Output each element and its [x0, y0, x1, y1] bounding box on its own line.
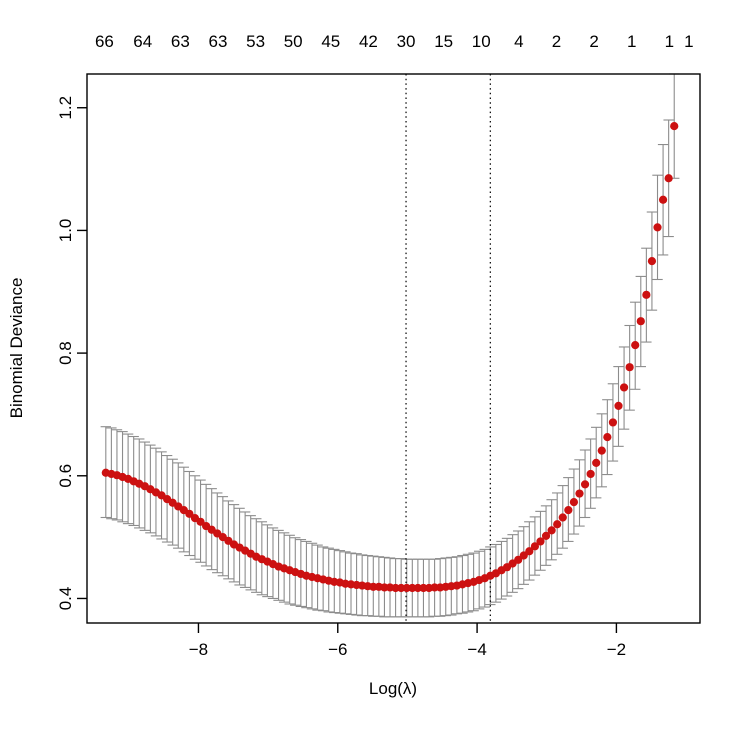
cv-mean-point: [658, 195, 668, 204]
x-axis-title: Log(λ): [369, 679, 417, 698]
x-tick-label: −4: [467, 640, 486, 659]
plot-frame: [86, 73, 701, 624]
y-tick-label: 0.4: [56, 587, 75, 611]
top-axis-label: 42: [359, 32, 378, 51]
cv-mean-point: [664, 174, 673, 183]
cv-mean-point: [597, 446, 606, 455]
cv-mean-point: [514, 555, 523, 564]
cv-mean-point: [536, 537, 545, 546]
cv-mean-point: [569, 498, 579, 507]
x-axis-group: −8 −6 −4 −2: [189, 623, 626, 659]
cv-mean-point: [185, 509, 194, 518]
top-axis-label: 50: [284, 32, 303, 51]
cv-mean-point: [642, 290, 651, 299]
top-axis-label: 10: [472, 32, 491, 51]
top-axis-label: 1: [665, 32, 674, 51]
cv-mean-point: [653, 223, 662, 232]
cv-mean-point: [592, 458, 601, 468]
y-tick-label: 0.8: [56, 341, 75, 365]
top-axis-label: 63: [171, 32, 190, 51]
cv-mean-point: [586, 469, 595, 479]
cv-mean-points-group: [101, 122, 679, 593]
cv-mean-point: [670, 122, 679, 131]
top-axis-label: 2: [552, 32, 561, 51]
cv-mean-point: [631, 341, 640, 350]
top-axis-label: 64: [133, 32, 152, 51]
cv-mean-point: [525, 547, 534, 556]
top-axis-label: 53: [246, 32, 265, 51]
y-tick-label: 1.2: [56, 96, 75, 120]
top-axis-nonzero-coefficient-labels: 66 64 63 63 53 50 45 42 30 15 10 4 2 2 1 1 1: [95, 32, 694, 51]
cv-mean-point: [575, 489, 584, 498]
y-axis-group: 0.4 0.6 0.8 1.0 1.2: [56, 96, 87, 610]
top-axis-label: 66: [95, 32, 114, 51]
cv-mean-point: [547, 526, 556, 535]
top-axis-label: 2: [589, 32, 598, 51]
cv-mean-point: [619, 383, 629, 392]
cv-mean-point: [541, 531, 551, 540]
y-tick-label: 0.6: [56, 464, 75, 488]
cv-mean-point: [647, 256, 657, 266]
cv-mean-point: [636, 317, 645, 326]
top-axis-label: 63: [208, 32, 227, 51]
cv-mean-point: [558, 513, 567, 522]
cv-mean-point: [564, 506, 573, 515]
x-tick-label: −6: [328, 640, 347, 659]
y-axis-title: Binomial Deviance: [7, 278, 26, 419]
top-axis-label: 1: [627, 32, 636, 51]
top-axis-label: 4: [514, 32, 523, 51]
top-axis-label: 1: [684, 32, 693, 51]
cv-mean-point: [580, 480, 590, 489]
cv-mean-point: [519, 551, 528, 560]
top-axis-label: 45: [321, 32, 340, 51]
cv-mean-point: [625, 363, 634, 372]
top-axis-label: 15: [434, 32, 453, 51]
cv-mean-point: [608, 418, 618, 427]
y-tick-label: 1.0: [56, 219, 75, 243]
top-axis-label: 30: [397, 32, 416, 51]
cv-mean-point: [553, 520, 562, 529]
cv-mean-point: [530, 542, 540, 551]
x-tick-label: −2: [607, 640, 626, 659]
cv-mean-point: [614, 401, 623, 410]
x-tick-label: −8: [189, 640, 208, 659]
cv-mean-point: [603, 433, 612, 442]
cv-mean-point: [196, 517, 205, 526]
